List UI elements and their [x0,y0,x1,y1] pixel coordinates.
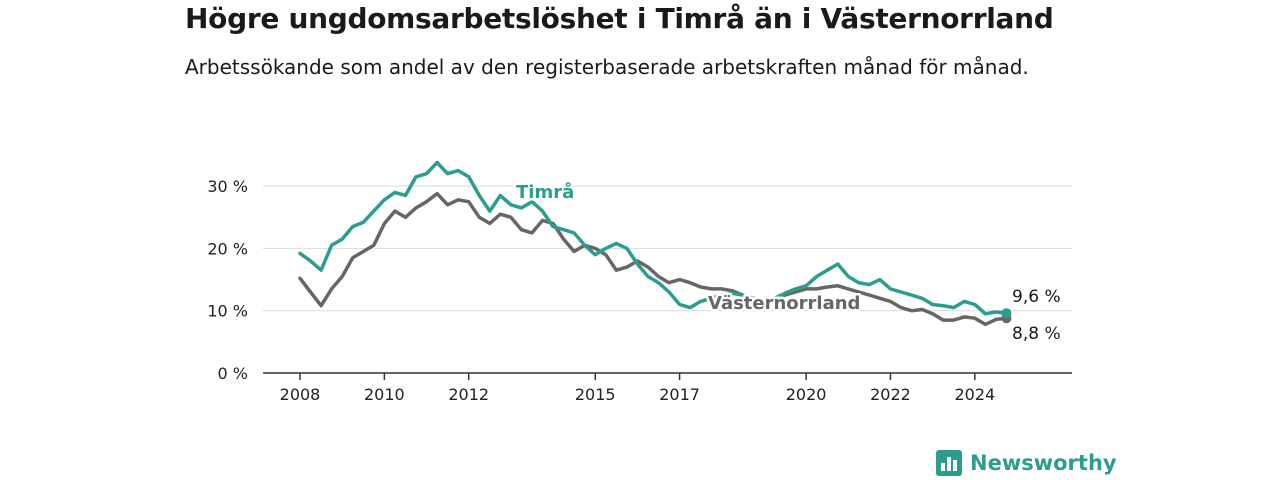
x-tick-label: 2017 [659,385,700,404]
series-lines [298,160,1012,327]
y-tick-label: 20 % [207,239,248,258]
end-label-vasternorrland: 8,8 % [1012,324,1061,344]
series-line-timra [298,160,1009,316]
x-tick-label: 2008 [280,385,321,404]
grid-lines [263,185,1072,312]
series-label-vasternorrland: Västernorrland [708,293,860,314]
x-tick-label: 2010 [364,385,405,404]
y-tick-label: 0 % [218,364,248,383]
y-tick-label: 30 % [207,177,248,196]
y-tick-label: 10 % [207,302,248,321]
labels: 0 % 10 % 20 % 30 % 2008 2010 2012 2015 2017 2020 2… [207,177,1062,404]
series-end-point-timra [1001,308,1012,319]
series-line-vasternorrland [298,191,1009,327]
brand-name: Newsworthy [970,451,1117,475]
series-label-timra: Timrå [516,181,574,203]
line-chart: 0 % 10 % 20 % 30 % 2008 2010 2012 2015 2017 2020 2… [207,160,1072,404]
x-tick-label: 2022 [870,385,911,404]
chart-subtitle: Arbetssökande som andel av den registerb… [185,55,1029,79]
x-tick-label: 2024 [954,385,995,404]
x-axis [263,372,1072,380]
bar-chart-speech-bubble-icon [936,450,962,476]
brand-logo: Newsworthy [936,446,1117,480]
chart-title: Högre ungdomsarbetslöshet i Timrå än i V… [185,2,1054,35]
x-tick-label: 2020 [786,385,827,404]
end-label-timra: 9,6 % [1012,287,1061,307]
x-tick-label: 2012 [448,385,489,404]
x-tick-label: 2015 [575,385,616,404]
